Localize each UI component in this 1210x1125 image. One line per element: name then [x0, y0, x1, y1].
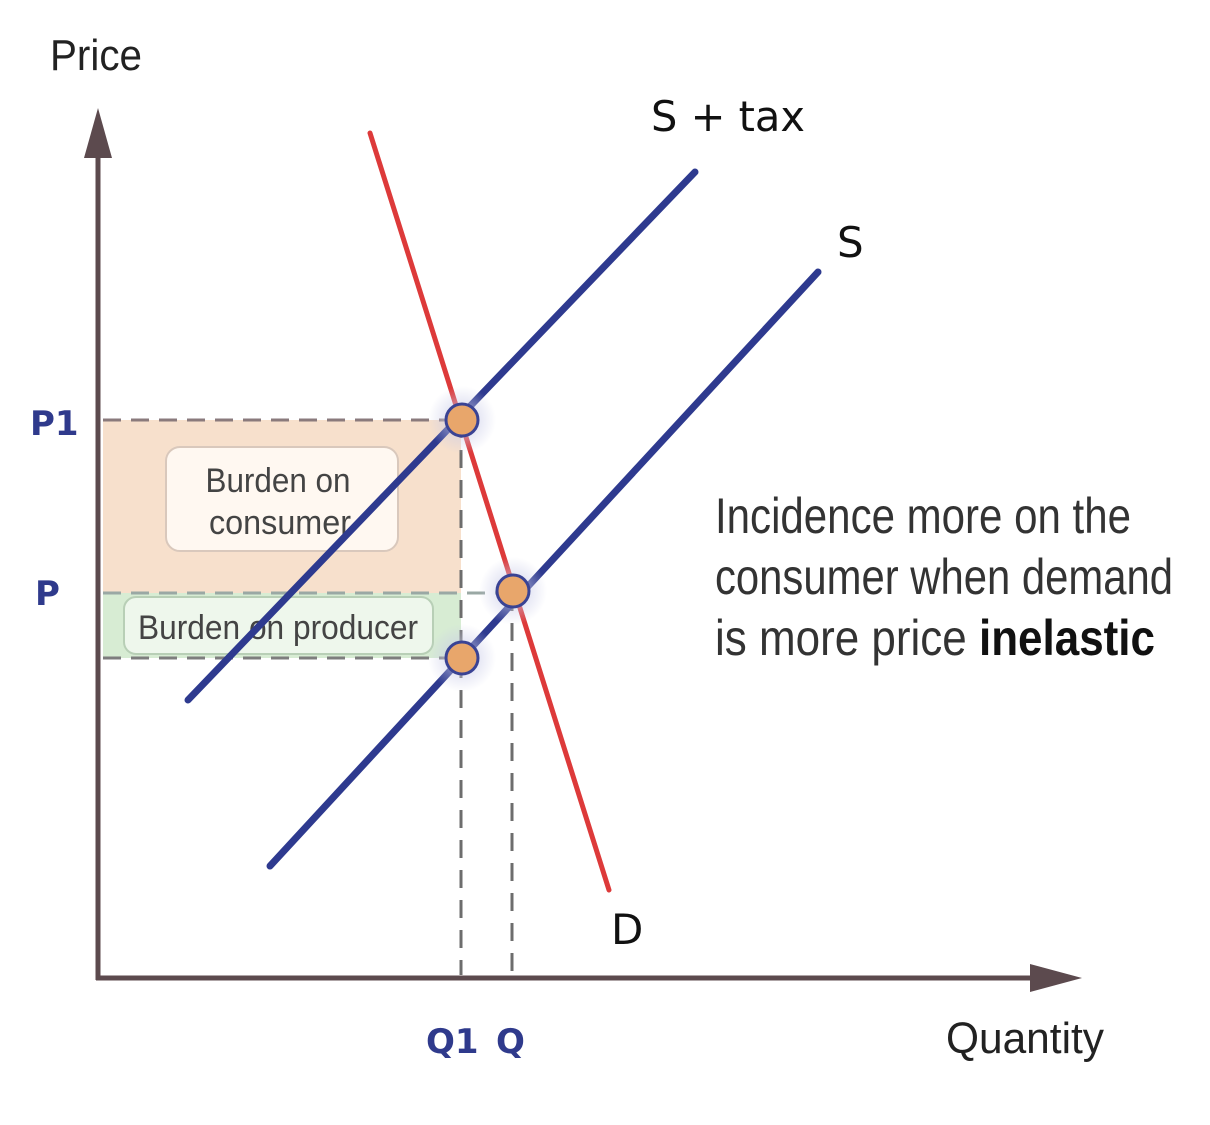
consumer-burden-label-line1: Burden on — [206, 462, 351, 500]
producer-burden-box — [123, 596, 434, 655]
consumer-burden-label-line2: consumer — [209, 504, 351, 542]
p1-tick-label: P1 — [30, 404, 79, 444]
x-axis-label: Quantity — [946, 1014, 1104, 1063]
new-equilibrium-point — [444, 402, 480, 438]
consumer-burden-box — [165, 446, 399, 552]
supply-curve — [266, 268, 822, 870]
incidence-note-line1: Incidence more on the — [715, 488, 1131, 544]
incidence-note-emphasis: inelastic — [979, 610, 1155, 666]
incidence-note-line3-prefix: is more price — [715, 610, 979, 666]
incidence-note-line3: is more price inelastic — [715, 610, 1155, 666]
supply-label: S — [837, 218, 864, 267]
original-equilibrium-point — [495, 573, 531, 609]
x-axis-arrow-icon — [1030, 964, 1082, 992]
p-tick-label: P — [35, 574, 60, 614]
q-tick-label: Q — [496, 1022, 525, 1062]
incidence-note-line2: consumer when demand — [715, 549, 1173, 605]
producer-burden-label: Burden on producer — [138, 609, 418, 647]
q1-tick-label: Q1 — [426, 1022, 479, 1062]
y-axis-label: Price — [50, 31, 142, 80]
demand-curve — [367, 130, 612, 893]
producer-price-point — [444, 640, 480, 676]
demand-label: D — [611, 905, 643, 954]
y-axis-arrow-icon — [84, 108, 112, 158]
supply-plus-tax-label: S + tax — [651, 92, 805, 141]
